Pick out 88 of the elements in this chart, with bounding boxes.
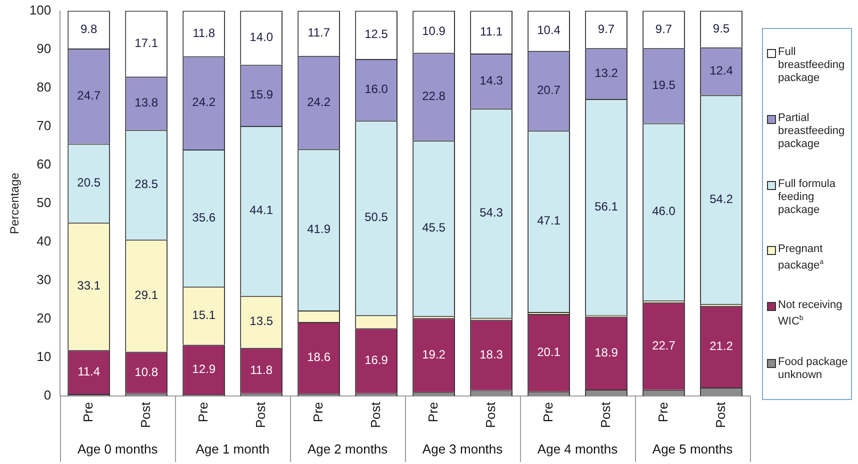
legend-label: Food package unknown	[778, 356, 849, 382]
y-tick-label: 30	[36, 272, 52, 288]
text: Age 1 month	[196, 442, 270, 457]
data-label: 14.3	[480, 73, 504, 88]
data-label: 35.6	[192, 210, 216, 224]
data-label: 47.1	[537, 214, 561, 228]
data-label: 19.5	[652, 78, 676, 92]
data-label: 24.2	[192, 95, 216, 110]
x-tick-label: Pre	[655, 402, 670, 422]
data-label: 9.7	[598, 22, 615, 36]
y-tick-label: 20	[36, 310, 52, 326]
data-label: 9.5	[712, 21, 730, 36]
y-tick-label: 10	[36, 349, 52, 364]
data-label: 11.4	[78, 364, 100, 378]
text: Age 2 months	[307, 442, 388, 457]
data-label: 33.1	[77, 278, 101, 293]
x-tick-label: Pre	[195, 402, 210, 422]
legend-label: Not receiving WIC$^{b}$	[778, 299, 844, 330]
data-label: 20.5	[77, 175, 101, 190]
data-label: 16.9	[364, 353, 388, 368]
data-label: 54.3	[480, 206, 504, 220]
data-label: 11.7	[308, 26, 330, 40]
data-label: 24.7	[77, 88, 101, 102]
text: Full breastfeeding package	[778, 46, 846, 86]
data-label: 10.8	[134, 364, 158, 379]
y-tick-label: 50	[36, 194, 52, 210]
data-label: 22.7	[652, 338, 676, 352]
data-label: 16.0	[364, 82, 388, 96]
data-label: 18.3	[480, 347, 504, 362]
x-tick-label: Pre	[425, 402, 440, 422]
data-label: 28.5	[134, 177, 158, 192]
x-tick-label: Pre	[540, 402, 556, 422]
x-tick-label: Post	[598, 402, 613, 428]
data-label: 44.1	[250, 203, 274, 218]
data-label: 20.1	[537, 344, 561, 359]
data-label: 41.9	[307, 222, 331, 236]
data-label: 20.7	[537, 83, 561, 98]
data-label: 50.5	[364, 210, 388, 224]
x-tick-label: Post	[482, 402, 498, 428]
data-label: 12.4	[710, 64, 734, 78]
data-label: 12.5	[364, 27, 388, 42]
data-label: 11.8	[192, 26, 216, 40]
y-tick-label: 90	[36, 40, 52, 56]
text: Age 4 months	[537, 442, 618, 457]
data-label: 13.2	[594, 66, 618, 80]
data-label: 19.2	[422, 347, 446, 362]
data-label: 13.8	[134, 96, 158, 110]
text: Age 5 months	[652, 442, 734, 457]
data-label: 18.6	[307, 350, 331, 364]
data-label: 9.7	[655, 22, 672, 36]
data-label: 15.9	[250, 88, 274, 102]
x-tick-label: Pre	[310, 402, 326, 422]
data-label: 10.4	[537, 23, 561, 38]
data-label: 17.1	[134, 36, 158, 50]
data-label: 46.0	[652, 204, 676, 218]
y-axis-title: Percentage	[8, 172, 22, 234]
y-tick-label: 60	[36, 156, 52, 172]
data-label: 24.2	[307, 94, 331, 109]
legend-label: Partial breastfeeding package	[778, 112, 846, 151]
x-tick-label: Pre	[80, 402, 96, 422]
data-label: 18.9	[594, 345, 618, 360]
text: Age 0 months	[77, 442, 158, 457]
x-tick-label: Post	[252, 402, 268, 428]
y-tick-label: 80	[36, 79, 52, 94]
data-label: 54.2	[710, 192, 734, 206]
y-tick-label: 70	[36, 118, 52, 133]
data-label: 11.8	[250, 362, 273, 377]
data-label: 10.9	[422, 24, 446, 38]
data-label: 13.5	[250, 314, 274, 328]
x-tick-label: Post	[712, 402, 728, 428]
y-tick-label: 40	[36, 233, 52, 248]
x-tick-label: Post	[368, 402, 383, 428]
data-label: 14.0	[250, 30, 274, 44]
data-label: 11.1	[480, 24, 503, 38]
data-label: 21.2	[710, 338, 734, 353]
data-label: 56.1	[594, 199, 618, 214]
y-tick-label: 100	[29, 2, 52, 18]
data-label: 12.9	[192, 362, 216, 376]
text: Age 3 months	[422, 442, 504, 457]
legend-label: Pregnant package$^{a}$	[778, 243, 824, 273]
data-label: 22.8	[422, 89, 446, 104]
data-label: 9.8	[80, 22, 98, 36]
data-label: 15.1	[192, 308, 216, 322]
y-tick-label: 0	[44, 388, 52, 403]
data-label: 45.5	[422, 220, 446, 235]
legend-label: Full formula feeding package	[778, 178, 836, 217]
data-label: 29.1	[134, 288, 158, 302]
x-tick-label: Post	[138, 402, 153, 428]
